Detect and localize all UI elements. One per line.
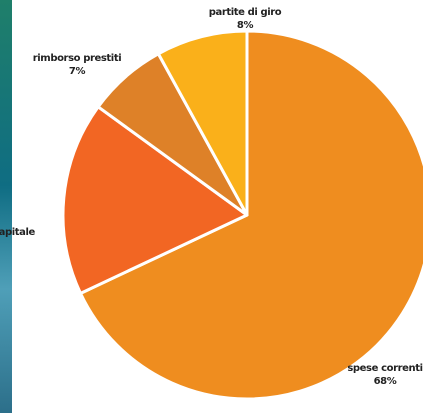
pie-slice xyxy=(79,29,423,401)
pie-slice xyxy=(61,105,249,295)
slice-value-label: 7% xyxy=(69,66,86,77)
slice-value-label: 8% xyxy=(237,20,254,31)
labels: spese correnti 68% capitale rimborso presti… xyxy=(0,7,423,387)
slice-label: partite di giro xyxy=(209,7,282,18)
pie xyxy=(61,29,423,401)
slice-label: capitale xyxy=(0,227,36,238)
slice-label: spese correnti xyxy=(347,363,422,374)
slice-value-label: 68% xyxy=(374,376,397,387)
slice-label: rimborso prestiti xyxy=(33,53,121,64)
background-strip xyxy=(0,0,12,413)
pie-slice xyxy=(156,29,249,217)
